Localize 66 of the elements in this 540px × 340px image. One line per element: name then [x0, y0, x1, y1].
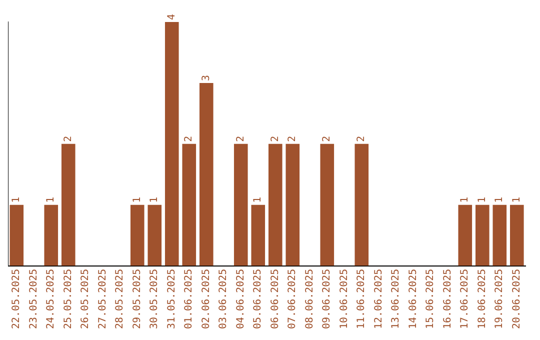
bar: [234, 144, 248, 266]
x-tick-label: 15.06.2025: [425, 268, 436, 330]
x-tick-label: 16.06.2025: [442, 268, 454, 330]
x-tick-label: 06.06.2025: [270, 268, 281, 330]
x-tick-label: 07.06.2025: [287, 268, 298, 330]
bar: [510, 204, 524, 266]
data-label: 2: [356, 136, 368, 142]
data-label: 2: [235, 136, 246, 142]
bar: [458, 204, 472, 266]
x-tick-label: 11.06.2025: [356, 268, 368, 330]
x-tick-label: 19.06.2025: [494, 268, 506, 330]
bar: [130, 204, 144, 266]
bar: [61, 144, 76, 266]
data-label: 2: [184, 136, 195, 142]
bar: [251, 204, 266, 266]
data-label: 3: [200, 74, 212, 81]
data-label: 1: [132, 196, 143, 203]
bar: [286, 144, 300, 266]
x-tick-label: 10.06.2025: [338, 268, 350, 330]
x-tick-label: 29.05.2025: [132, 268, 143, 330]
bar: [268, 144, 282, 266]
x-tick-label: 30.05.2025: [149, 268, 160, 330]
data-label: 2: [270, 136, 281, 142]
data-label: 1: [476, 196, 488, 203]
x-tick-label: 04.06.2025: [235, 268, 246, 330]
x-tick-label: 12.06.2025: [373, 268, 384, 330]
data-label: 1: [11, 196, 22, 203]
data-label: 1: [252, 196, 264, 203]
x-tick-label: 20.06.2025: [511, 268, 522, 330]
x-tick-label: 13.06.2025: [390, 268, 402, 330]
x-tick-label: 23.05.2025: [28, 268, 40, 330]
bar: [492, 204, 507, 266]
data-label: 1: [511, 196, 522, 203]
x-tick-label: 08.06.2025: [304, 268, 316, 330]
x-tick-label: 24.05.2025: [46, 268, 57, 330]
bar: [44, 204, 58, 266]
x-tick-label: 18.06.2025: [476, 268, 488, 330]
x-tick-label: 03.06.2025: [218, 268, 230, 330]
bar: [148, 204, 162, 266]
x-tick-label: 14.06.2025: [408, 268, 419, 330]
data-label: 2: [62, 136, 74, 142]
data-label: 1: [46, 196, 57, 203]
bar: [10, 204, 24, 266]
x-tick-label: 05.06.2025: [252, 268, 264, 330]
bar: [164, 22, 179, 266]
bar: [182, 144, 196, 266]
data-label: 1: [149, 196, 160, 203]
bar: [354, 144, 369, 266]
bar: [320, 144, 334, 266]
data-label: 1: [494, 196, 506, 203]
x-tick-label: 26.05.2025: [80, 268, 92, 330]
bar: [476, 204, 490, 266]
data-label: 4: [166, 14, 178, 20]
x-tick-label: 27.05.2025: [97, 268, 108, 330]
data-label: 2: [322, 136, 333, 142]
x-tick-label: 01.06.2025: [184, 268, 195, 330]
x-tick-label: 17.06.2025: [460, 268, 471, 330]
data-label: 1: [460, 196, 471, 203]
bar: [199, 82, 214, 266]
x-tick-label: 25.05.2025: [62, 268, 74, 330]
x-tick-label: 22.05.2025: [11, 268, 22, 330]
x-tick-label: 02.06.2025: [200, 268, 212, 330]
x-tick-label: 31.05.2025: [166, 268, 178, 330]
data-label: 2: [287, 136, 298, 142]
x-tick-label: 09.06.2025: [322, 268, 333, 330]
x-tick-label: 28.05.2025: [114, 268, 126, 330]
